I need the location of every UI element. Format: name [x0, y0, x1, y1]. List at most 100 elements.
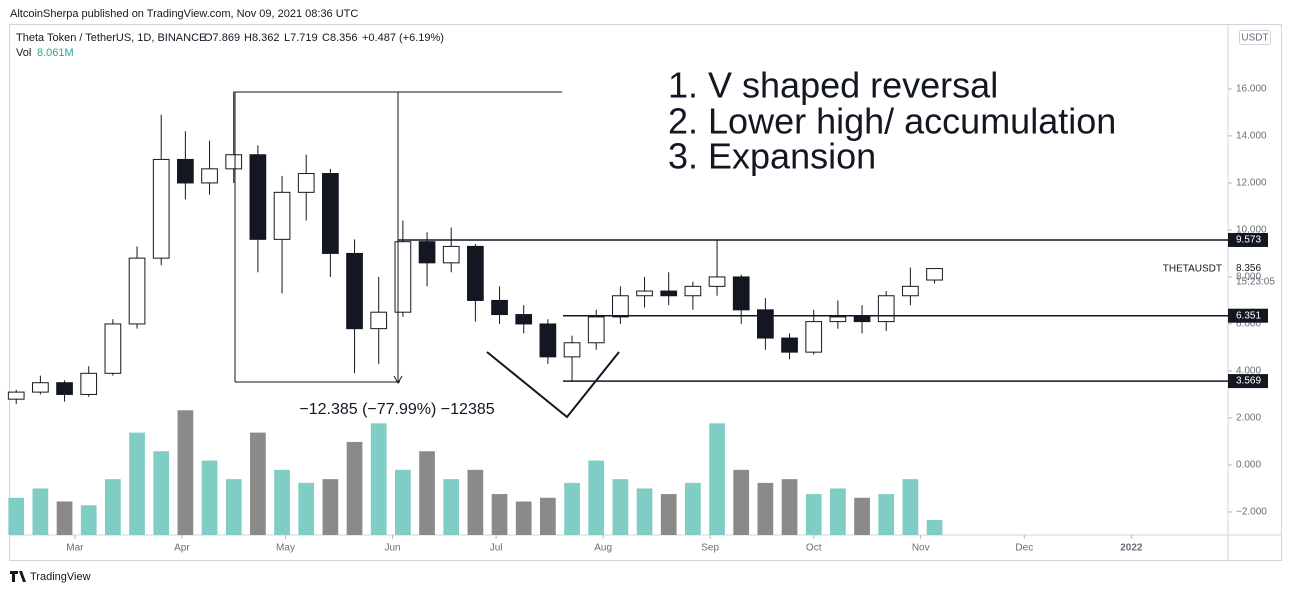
- candle-body: [732, 276, 750, 311]
- volume-bar: [395, 469, 411, 535]
- symbol: THETAUSDT: [1163, 264, 1222, 275]
- volume-bar: [685, 482, 701, 535]
- x-tick-label: Oct: [806, 543, 822, 554]
- volume-bar: [298, 482, 315, 535]
- candle-body: [297, 173, 315, 193]
- close: C8.356: [322, 32, 357, 44]
- candles: [7, 91, 943, 404]
- level-label: 3.569: [1236, 376, 1261, 387]
- volume-bar: [225, 479, 242, 535]
- candle-body: [56, 382, 73, 395]
- vol-label: Vol: [16, 47, 31, 59]
- volume-bar: [491, 494, 508, 535]
- candle-body: [442, 245, 460, 264]
- frame: [9, 24, 1282, 561]
- currency: USDT: [1241, 33, 1268, 44]
- y-tick-label: 16.000: [1236, 84, 1267, 95]
- volume-bar: [757, 482, 774, 535]
- candle-body: [902, 285, 919, 297]
- volume-bar: [250, 432, 266, 535]
- volume-bar: [612, 479, 629, 535]
- candle-body: [128, 257, 146, 325]
- y-tick-label: 14.000: [1236, 131, 1267, 142]
- volume-bar: [105, 479, 121, 535]
- candle-body: [829, 316, 847, 323]
- candle-body: [322, 173, 339, 254]
- candle-body: [394, 241, 412, 313]
- y-tick-label: 4.000: [1236, 366, 1261, 377]
- volume-bar: [201, 460, 218, 535]
- note: 3. Expansion: [668, 136, 876, 177]
- candle-body: [636, 290, 653, 297]
- volume-bar: [588, 460, 605, 535]
- candle-body: [612, 295, 629, 318]
- x-tick-label: Sep: [701, 543, 719, 554]
- candle-body: [853, 316, 871, 323]
- logo: [10, 571, 26, 582]
- candle-body: [539, 323, 557, 358]
- volume-bar: [564, 482, 580, 535]
- candle-body: [7, 391, 25, 400]
- volume-bar: [32, 488, 49, 535]
- level-label-box: [1228, 232, 1268, 247]
- candle-body: [515, 314, 533, 325]
- volume-bar: [467, 469, 484, 535]
- volume-bar: [830, 488, 846, 535]
- candle-body: [491, 299, 508, 316]
- x-tick-label: Dec: [1015, 543, 1033, 554]
- open: O7.869: [204, 32, 240, 44]
- instrument: Theta Token / TetherUS, 1D, BINANCE: [16, 32, 206, 44]
- volume-bar: [709, 423, 725, 535]
- volume-bar: [902, 479, 919, 535]
- volume-bar: [80, 505, 97, 535]
- volume-bar: [878, 494, 895, 535]
- vol-value: 8.061M: [37, 47, 74, 59]
- y-tick-label: 10.000: [1236, 225, 1267, 236]
- x-tick-label: Mar: [66, 543, 84, 554]
- volume-bar: [346, 441, 363, 535]
- change: +0.487 (+6.19%): [362, 32, 444, 44]
- candle-body: [32, 382, 49, 393]
- candle-body: [201, 168, 218, 184]
- low: L7.719: [284, 32, 318, 44]
- volume-bar: [177, 410, 194, 535]
- candle-body: [877, 295, 895, 323]
- last-price: 8.356: [1236, 263, 1261, 274]
- volume-bar: [56, 501, 73, 535]
- volume-bar: [854, 497, 870, 535]
- volume-bar: [153, 451, 170, 535]
- v-shape: [486, 351, 620, 419]
- candle-body: [225, 154, 243, 170]
- x-tick-label: 2022: [1120, 543, 1143, 554]
- candle-body: [563, 342, 581, 358]
- candle-body: [249, 154, 267, 240]
- axes: −2.000 0.000 2.000 4.000 6.000 8.000 10.000 12.…: [66, 84, 1268, 554]
- candle-body: [418, 241, 436, 264]
- candle-body: [660, 290, 678, 297]
- candle-body: [684, 285, 702, 297]
- candle-body: [708, 276, 726, 287]
- y-tick-label: 8.000: [1236, 272, 1261, 283]
- x-tick-label: May: [276, 543, 295, 554]
- candle-body: [104, 323, 122, 374]
- brand: TradingView: [30, 571, 91, 583]
- candle-body: [757, 309, 774, 339]
- y-tick-label: −2.000: [1236, 507, 1267, 518]
- volume-bar: [781, 479, 798, 535]
- candle-body: [177, 158, 194, 184]
- volume-bar: [322, 479, 339, 535]
- level-label-box: [1228, 308, 1268, 323]
- volume-bar: [129, 432, 145, 535]
- x-tick-label: Aug: [594, 543, 612, 554]
- volume-bar: [443, 479, 460, 535]
- volume-pane: [8, 410, 943, 535]
- candle-body: [805, 321, 823, 353]
- candle-body: [346, 252, 363, 330]
- x-tick-label: Jun: [384, 543, 400, 554]
- x-tick-label: Apr: [174, 543, 190, 554]
- currency-box: [1239, 30, 1271, 45]
- y-tick-label: 12.000: [1236, 178, 1267, 189]
- volume-bar: [636, 488, 653, 535]
- volume-bar: [8, 497, 25, 535]
